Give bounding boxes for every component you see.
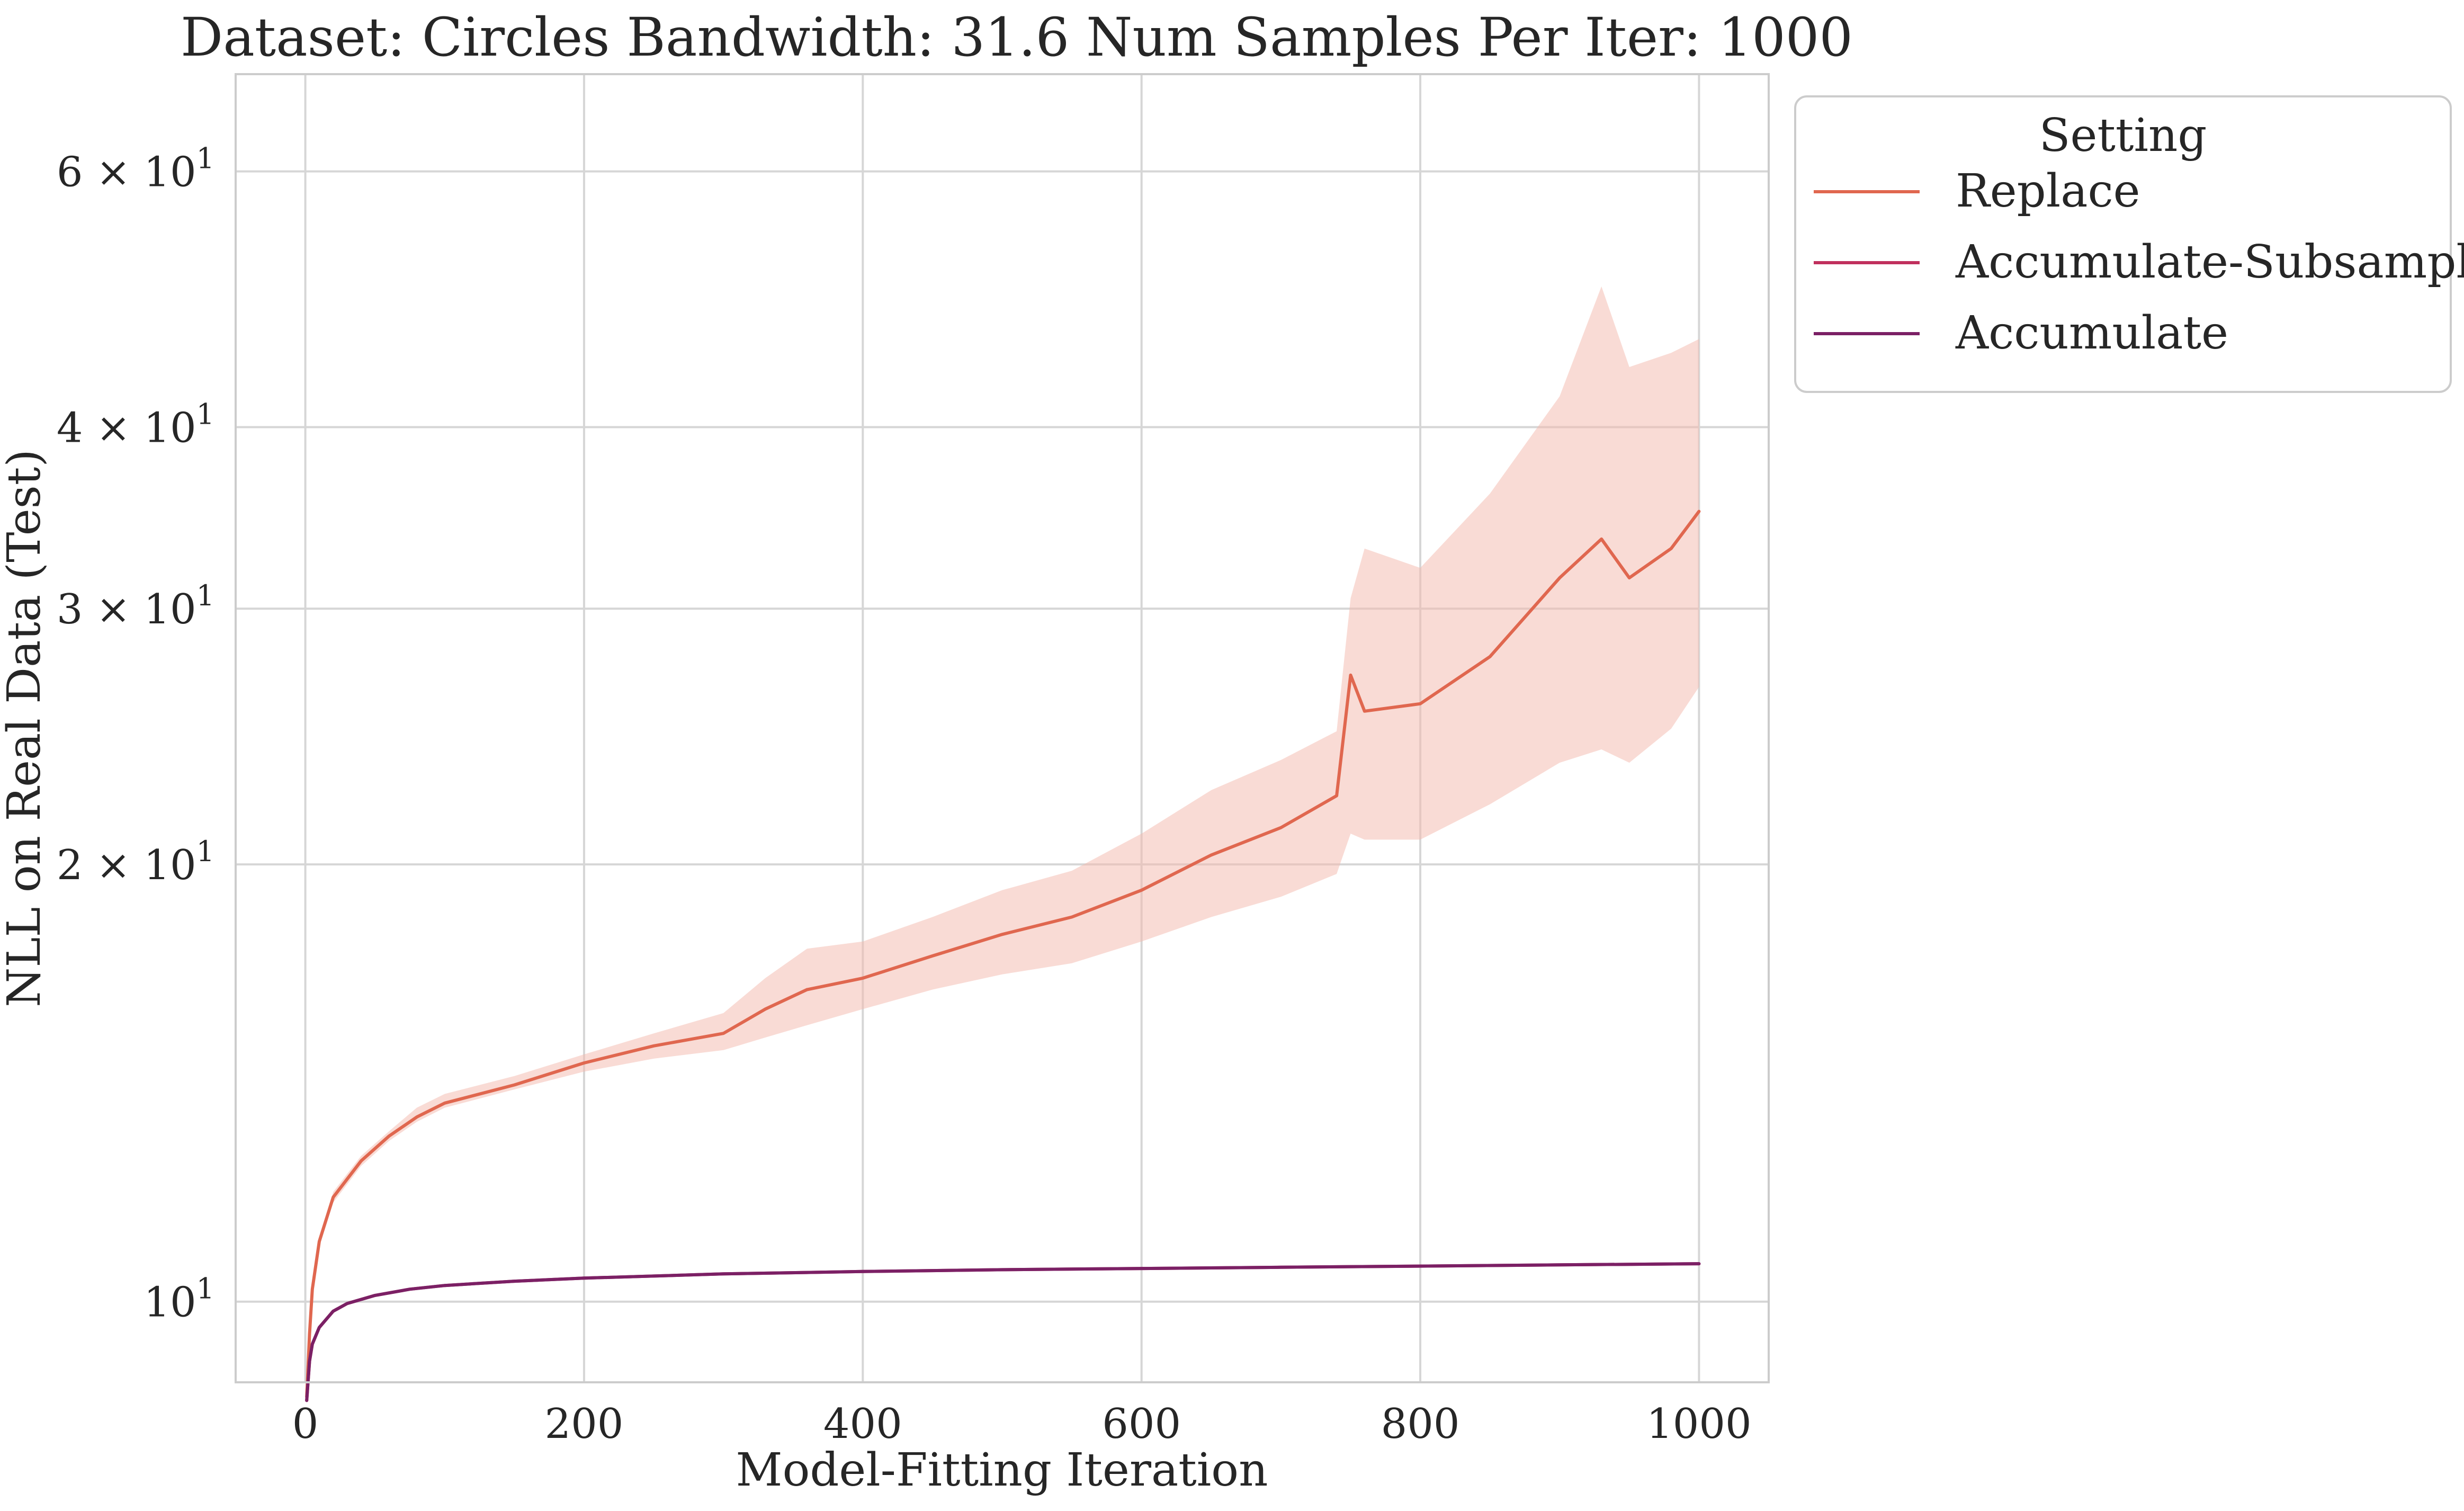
series-band: [307, 286, 1699, 1397]
legend: Setting Replace Accumulate-Subsample Accum…: [1794, 95, 2464, 393]
y-tick-label: 2 × 101: [57, 835, 214, 889]
y-tick-label: 3 × 101: [57, 579, 214, 633]
series-line: [305, 1262, 1701, 1402]
chart-title: Dataset: Circles Bandwidth: 31.6 Num Sam…: [181, 6, 1853, 68]
series-lines: [305, 509, 1701, 1402]
plot-frame: [235, 73, 1770, 1383]
series-line: [305, 1262, 1701, 1402]
x-tick-label: 800: [1381, 1400, 1460, 1448]
y-tick-labels: 101 2 × 101 3 × 101 4 × 101 6 × 101: [57, 142, 214, 1327]
series-line: [305, 509, 1701, 1399]
legend-label: Replace: [1956, 165, 2140, 218]
x-tick-label: 200: [545, 1400, 624, 1448]
x-tick-label: 400: [823, 1400, 902, 1448]
legend-label: Accumulate-Subsample: [1955, 236, 2464, 289]
x-tick-label: 1000: [1646, 1400, 1752, 1448]
legend-title: Setting: [2039, 109, 2207, 162]
confidence-bands: [307, 286, 1699, 1397]
x-axis-label: Model-Fitting Iteration: [736, 1444, 1268, 1497]
x-tick-labels: 0 200 400 600 800 1000: [292, 1400, 1752, 1448]
y-axis-label: NLL on Real Data (Test): [0, 449, 51, 1007]
y-tick-label: 101: [144, 1272, 214, 1327]
x-tick-label: 0: [292, 1400, 319, 1448]
y-tick-label: 6 × 101: [57, 142, 214, 196]
legend-items: Replace Accumulate-Subsample Accumulate: [1814, 165, 2464, 360]
legend-label: Accumulate: [1955, 307, 2228, 360]
legend-frame: [1794, 95, 2452, 393]
y-tick-label: 4 × 101: [57, 398, 214, 452]
x-tick-label: 600: [1102, 1400, 1181, 1448]
